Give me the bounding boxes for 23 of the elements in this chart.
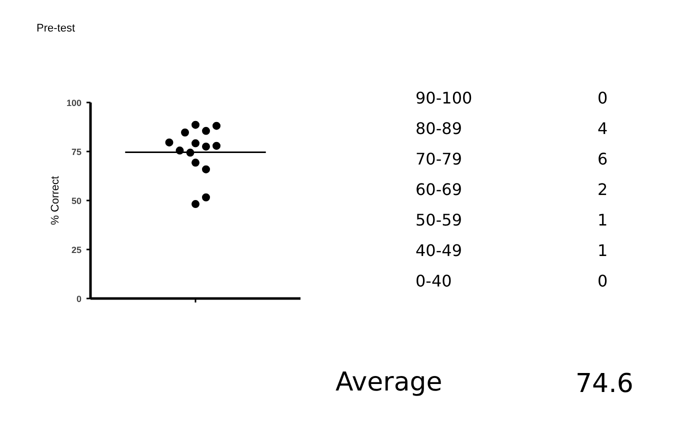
text: 0 [598,88,608,108]
y-tick-label: 100 [66,98,82,108]
y-axis-title: % Correct [50,176,62,225]
text: 4 [598,119,608,138]
text: 40-49 [416,241,462,260]
text: 0-40 [416,272,452,290]
text: Average [336,368,442,398]
text: 0 [598,272,608,290]
chart-title: Pre-test [36,22,76,34]
y-tick-label: 0 [76,294,82,304]
text: 70-79 [416,150,462,168]
text: 90-100 [416,88,472,108]
text: 1 [598,241,608,260]
y-tick-label: 75 [71,147,82,157]
text: 1 [598,210,608,230]
y-tick-label: 50 [71,196,82,206]
y-tick-label: 25 [71,245,82,255]
text: 80-89 [416,119,462,138]
text: 6 [598,150,608,168]
text: 60-69 [416,180,462,199]
text: 50-59 [416,210,462,230]
text: 74.6 [576,369,634,399]
text: 2 [598,180,608,199]
